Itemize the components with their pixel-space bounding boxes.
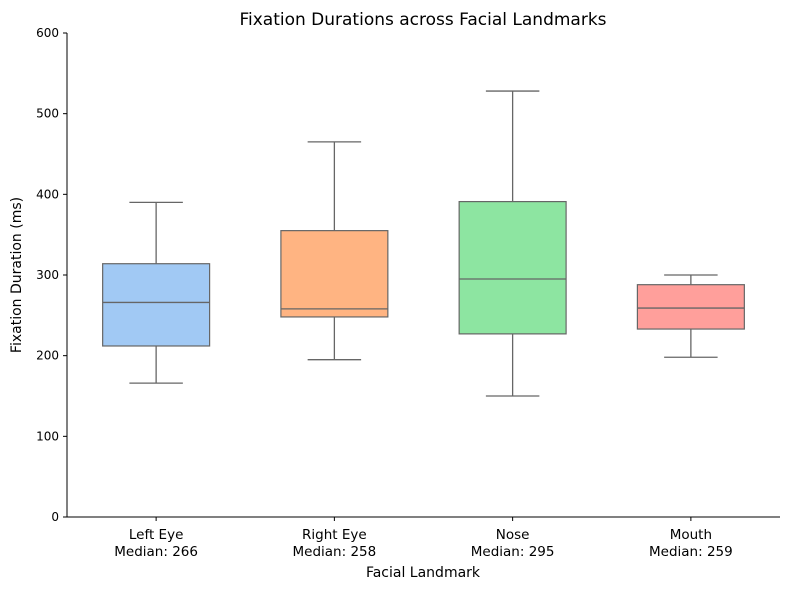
median-label: Median: 295 [471, 544, 555, 560]
box-left-eye [102, 263, 211, 347]
y-tick-label: 500 [36, 107, 59, 121]
median-label: Median: 259 [649, 544, 733, 560]
box-right-eye [280, 230, 389, 318]
y-axis-label: Fixation Duration (ms) [9, 197, 25, 353]
median-label: Median: 266 [114, 544, 198, 560]
y-tick-label: 300 [36, 268, 59, 282]
y-tick-label: 200 [36, 349, 59, 363]
median-label: Median: 258 [293, 544, 377, 560]
x-axis-label: Facial Landmark [366, 565, 481, 581]
y-tick-label: 600 [36, 26, 59, 40]
x-tick-label: Right Eye [302, 527, 367, 543]
box-mouth [636, 284, 745, 330]
y-tick-label: 400 [36, 187, 59, 201]
chart-title: Fixation Durations across Facial Landmar… [239, 10, 606, 30]
y-tick-label: 100 [36, 429, 59, 443]
x-tick-label: Left Eye [129, 527, 184, 543]
x-tick-label: Nose [496, 527, 530, 543]
x-tick-label: Mouth [670, 527, 712, 543]
y-tick-label: 0 [51, 510, 59, 524]
box-nose [458, 200, 567, 335]
